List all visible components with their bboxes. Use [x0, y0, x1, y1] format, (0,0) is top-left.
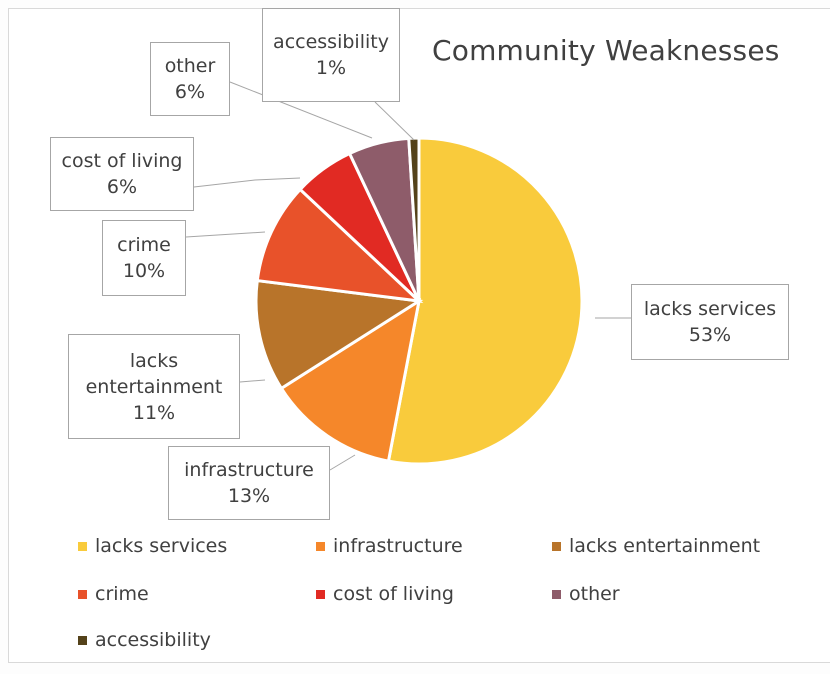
leader-line-other [229, 81, 373, 139]
leader-line-crime [185, 231, 266, 238]
data-label-value: 53% [688, 324, 732, 346]
pie-slice-lacks-entertainment [254, 278, 424, 391]
data-label-lacks-entertainment: lacks entertainment 11% [68, 334, 240, 439]
data-label-value: 6% [174, 81, 206, 103]
data-label-category: cost of living [61, 150, 183, 172]
pie-slice-crime [255, 187, 424, 304]
data-label-value: 6% [106, 176, 138, 198]
data-label-accessibility: accessibility 1% [262, 8, 400, 102]
data-label-cost-of-living: cost of living 6% [50, 137, 194, 211]
data-label-crime: crime 10% [102, 220, 186, 296]
pie-slice-lacks-services [386, 136, 584, 466]
data-label-category: accessibility [273, 31, 389, 53]
data-label-category: infrastructure [184, 459, 314, 481]
leader-line-accessibility [374, 101, 415, 141]
data-label-value: 10% [122, 260, 166, 282]
data-label-lacks-services: lacks services 53% [631, 284, 789, 360]
data-label-other: other 6% [150, 42, 230, 116]
data-label-category: lacks entertainment [85, 349, 223, 398]
leader-line-lacks-entertainment [239, 379, 266, 383]
pie-slice-accessibility [407, 136, 421, 302]
leader-line-infrastructure [329, 454, 356, 471]
data-label-value: 1% [315, 57, 347, 79]
pie-slice-infrastructure [279, 297, 422, 463]
data-label-infrastructure: infrastructure 13% [168, 446, 330, 520]
chart-title: Community Weaknesses [432, 34, 780, 67]
leader-line-cost-of-living [193, 177, 301, 188]
data-label-value: 11% [132, 401, 176, 424]
data-label-category: other [164, 55, 216, 77]
data-label-category: lacks services [643, 298, 777, 320]
data-label-value: 13% [227, 485, 271, 507]
data-label-category: crime [117, 234, 171, 256]
